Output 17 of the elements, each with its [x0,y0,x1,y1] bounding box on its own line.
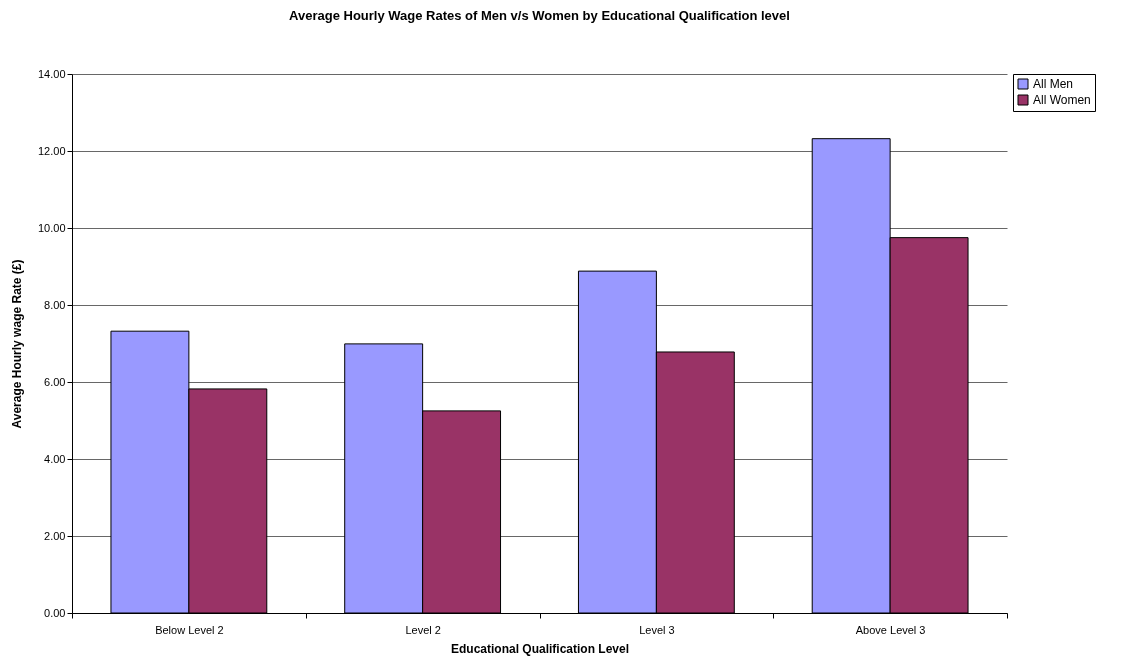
chart-title: Average Hourly Wage Rates of Men v/s Women by Educational Qualification level [289,8,790,23]
x-tick-label: Below Level 2 [155,623,224,636]
y-tick-label: 6.00 [44,375,66,388]
y-tick-label: 2.00 [44,529,66,542]
y-tick-label: 0.00 [44,606,66,619]
y-tick-label: 10.00 [37,221,66,234]
y-tick-label: 12.00 [37,144,66,157]
y-axis-title: Average Hourly wage Rate (£) [9,259,24,429]
legend-label: All Women [1033,93,1091,107]
y-tick-label: 14.00 [37,67,66,80]
x-tick-label: Above Level 3 [855,623,926,636]
x-tick-label: Level 2 [405,623,441,636]
y-tick-label: 8.00 [44,298,66,311]
x-tick-label: Level 3 [639,623,675,636]
x-axis-title: Educational Qualification Level [450,641,630,656]
legend-label: All Men [1033,77,1074,91]
y-tick-label: 4.00 [44,452,66,465]
